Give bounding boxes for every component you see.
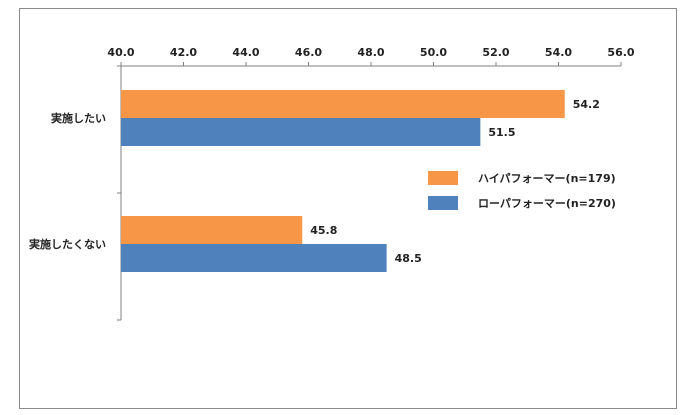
x-tick-label: 40.0 — [107, 46, 134, 59]
data-label: 51.5 — [488, 126, 515, 139]
x-tick-label: 46.0 — [295, 46, 322, 59]
x-tick-label: 48.0 — [357, 46, 384, 59]
data-label: 45.8 — [310, 224, 337, 237]
x-tick-label: 54.0 — [545, 46, 572, 59]
chart-frame — [19, 8, 677, 409]
x-tick-label: 42.0 — [170, 46, 197, 59]
x-tick-label: 52.0 — [482, 46, 509, 59]
data-label: 54.2 — [573, 98, 600, 111]
x-tick-label: 56.0 — [607, 46, 634, 59]
bar — [121, 244, 387, 272]
x-tick-label: 44.0 — [232, 46, 259, 59]
category-label: 実施したくない — [29, 237, 106, 251]
legend-label: ローパフォーマー(n=270) — [478, 197, 616, 210]
data-label: 48.5 — [395, 252, 422, 265]
legend-swatch — [428, 171, 458, 185]
bar — [121, 216, 303, 244]
bar — [121, 118, 481, 146]
legend-swatch — [428, 196, 458, 210]
bar — [121, 90, 565, 118]
legend-label: ハイパフォーマー(n=179) — [478, 172, 616, 185]
x-tick-label: 50.0 — [420, 46, 447, 59]
category-label: 実施したい — [51, 111, 106, 125]
